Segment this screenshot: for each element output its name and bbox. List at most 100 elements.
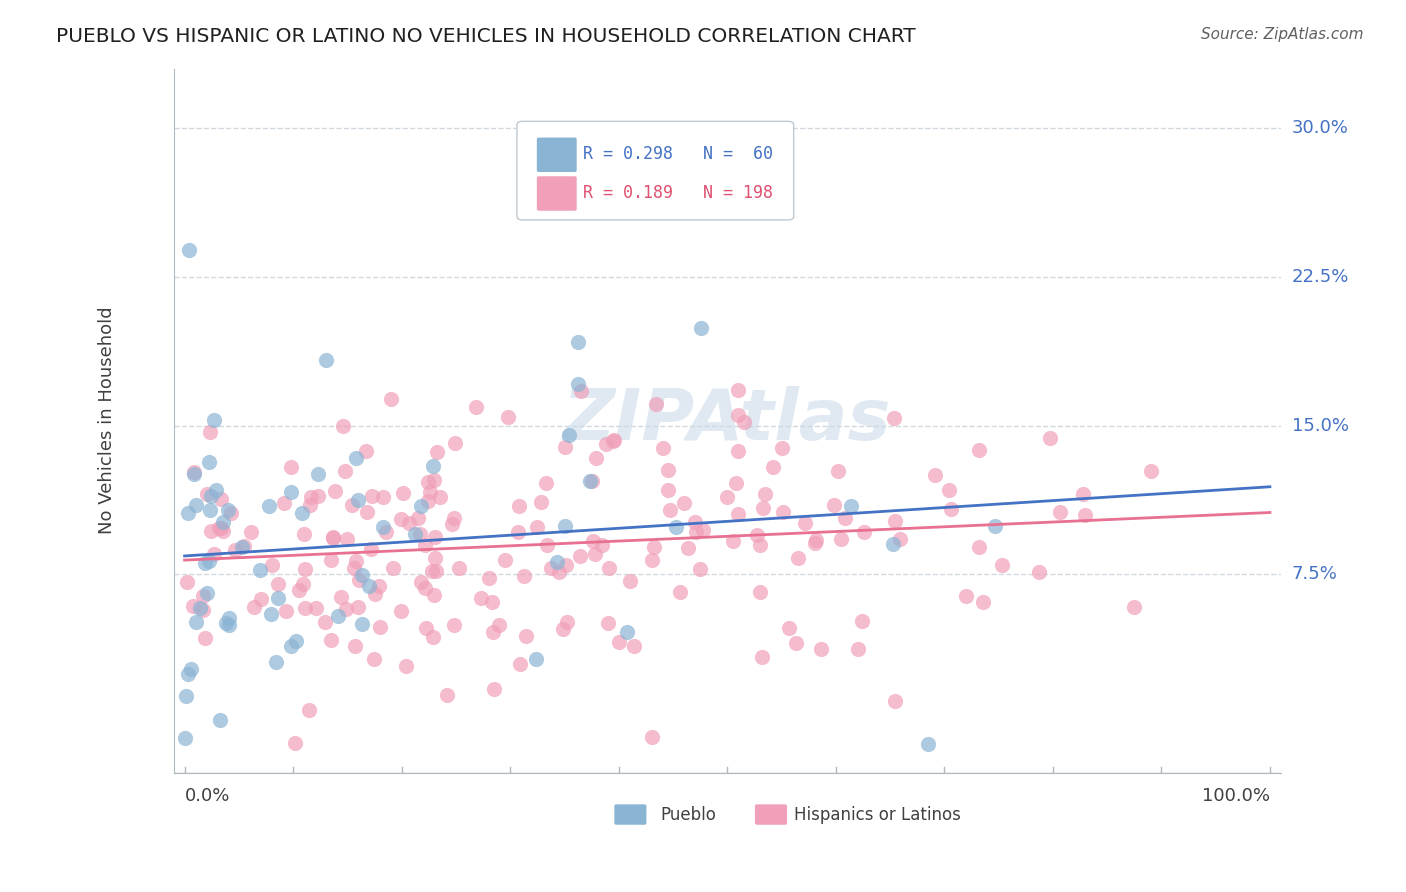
- Text: R = 0.298   N =  60: R = 0.298 N = 60: [583, 145, 773, 163]
- Point: [716, 490, 738, 504]
- Point: [669, 584, 692, 599]
- Point: [423, 530, 446, 544]
- Point: [595, 436, 617, 450]
- Point: [924, 468, 946, 483]
- Point: [1071, 487, 1094, 501]
- Text: R = 0.189   N = 198: R = 0.189 N = 198: [583, 184, 773, 202]
- Point: [181, 599, 204, 613]
- Point: [651, 442, 673, 456]
- Point: [294, 562, 316, 576]
- Point: [1139, 464, 1161, 478]
- Point: [641, 553, 664, 567]
- Point: [752, 501, 775, 516]
- Point: [209, 520, 232, 534]
- Point: [967, 443, 990, 458]
- Point: [955, 589, 977, 603]
- Point: [596, 616, 619, 631]
- Point: [243, 600, 266, 615]
- Point: [804, 535, 827, 549]
- Point: [292, 526, 315, 541]
- Point: [1028, 565, 1050, 579]
- Point: [727, 383, 749, 397]
- Point: [834, 511, 856, 525]
- Point: [972, 595, 994, 609]
- Point: [326, 609, 349, 624]
- Point: [406, 511, 429, 525]
- Point: [664, 520, 686, 534]
- Text: Source: ZipAtlas.com: Source: ZipAtlas.com: [1201, 27, 1364, 42]
- Point: [368, 579, 391, 593]
- Point: [567, 377, 589, 392]
- Point: [536, 538, 558, 552]
- Point: [195, 487, 218, 501]
- Text: 22.5%: 22.5%: [1292, 268, 1348, 285]
- Point: [212, 524, 235, 539]
- Point: [619, 574, 641, 588]
- Point: [200, 489, 222, 503]
- Point: [208, 521, 231, 535]
- Point: [440, 516, 463, 531]
- Point: [350, 568, 373, 582]
- Point: [657, 463, 679, 477]
- Point: [598, 561, 620, 575]
- Point: [443, 618, 465, 632]
- Point: [685, 524, 707, 539]
- Point: [526, 520, 548, 534]
- Point: [361, 489, 384, 503]
- Point: [555, 558, 578, 573]
- Point: [751, 650, 773, 665]
- Point: [347, 493, 370, 508]
- Point: [284, 633, 307, 648]
- Point: [202, 547, 225, 561]
- Point: [690, 321, 713, 335]
- Point: [198, 554, 221, 568]
- Point: [508, 499, 530, 513]
- Point: [380, 392, 402, 406]
- Point: [967, 540, 990, 554]
- Point: [568, 549, 591, 563]
- Point: [173, 731, 195, 745]
- Point: [786, 551, 808, 566]
- Point: [217, 503, 239, 517]
- Point: [506, 524, 529, 539]
- Point: [692, 523, 714, 537]
- Point: [641, 731, 664, 745]
- Point: [200, 502, 222, 516]
- Point: [280, 460, 302, 475]
- Point: [846, 641, 869, 656]
- Point: [420, 564, 443, 578]
- Point: [257, 500, 280, 514]
- Point: [298, 703, 321, 717]
- Point: [449, 561, 471, 575]
- Point: [174, 689, 197, 703]
- Point: [416, 494, 439, 508]
- Point: [419, 485, 441, 500]
- Point: [276, 604, 298, 618]
- Point: [395, 659, 418, 673]
- Point: [291, 506, 314, 520]
- Point: [191, 589, 214, 603]
- Point: [307, 467, 329, 481]
- Point: [233, 539, 256, 553]
- Point: [287, 583, 309, 598]
- Point: [231, 540, 253, 554]
- Point: [382, 561, 405, 575]
- Point: [284, 736, 307, 750]
- Point: [280, 639, 302, 653]
- Point: [883, 411, 905, 425]
- Point: [444, 436, 467, 450]
- Point: [422, 459, 444, 474]
- Point: [392, 486, 415, 500]
- Point: [371, 519, 394, 533]
- Point: [371, 490, 394, 504]
- Point: [754, 487, 776, 501]
- Point: [314, 615, 336, 629]
- Point: [183, 466, 205, 480]
- Point: [184, 615, 207, 630]
- Point: [1074, 508, 1097, 523]
- Point: [250, 592, 273, 607]
- Point: [291, 576, 314, 591]
- Point: [359, 579, 381, 593]
- Point: [319, 632, 342, 647]
- Point: [356, 506, 378, 520]
